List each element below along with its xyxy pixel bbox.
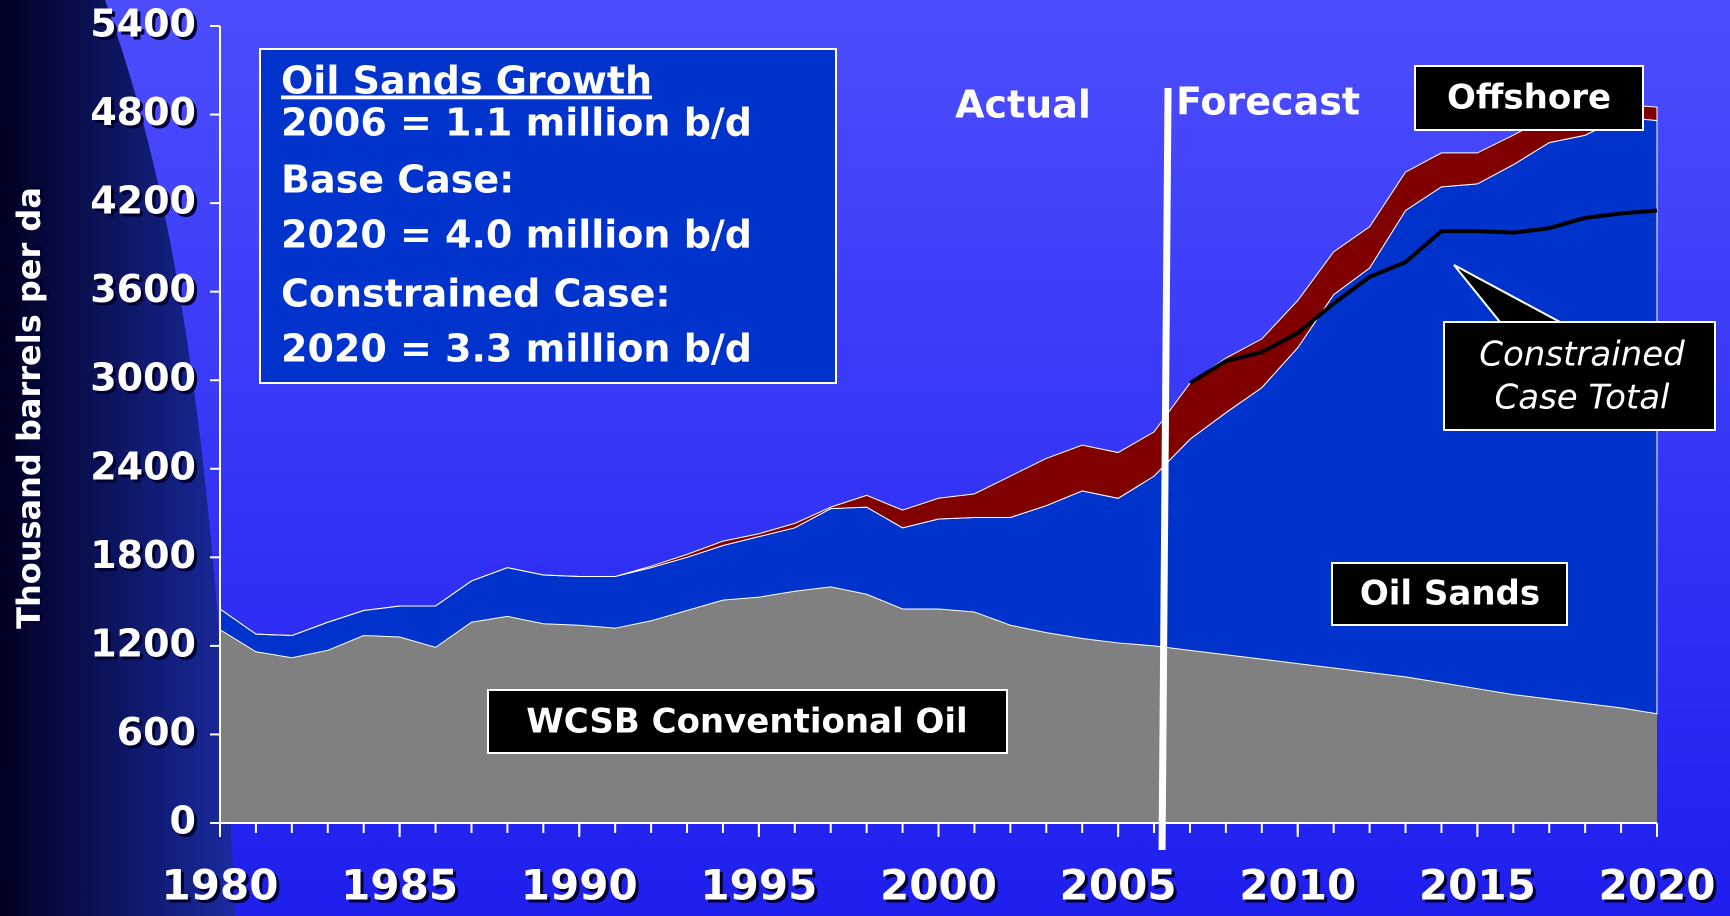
background-band [0,0,235,916]
callout-box [1443,321,1716,431]
x-tick-label: 1985 [341,861,458,910]
x-tick-label: 2010 [1239,861,1356,910]
legend-box [487,689,1008,754]
y-tick-label: 2400 [90,444,196,488]
callout-text: Case Total [1495,378,1671,418]
textbox-line: 2006 = 1.1 million b/d [281,101,752,145]
y-tick-label: 1800 [90,533,196,577]
textbox-line: 2020 = 4.0 million b/d [281,213,752,257]
textbox-line: Constrained Case: [281,272,671,316]
x-tick-label: 1990 [521,861,638,910]
textbox-line: 2020 = 3.3 million b/d [281,327,752,371]
x-tick-label: 2020 [1599,861,1716,910]
textbox-title: Oil Sands Growth [281,59,652,103]
area [219,103,1658,637]
divider [1158,87,1172,851]
textbox [259,48,837,384]
y-axis-label: Thousand barrels per da [10,187,48,629]
y-tick-label: 600 [117,710,196,754]
y-tick-label: 3000 [90,356,196,400]
y-tick-label: 3600 [90,267,196,311]
x-tick-label: 1980 [162,861,279,910]
x-tick-label: 1995 [700,861,817,910]
x-tick-label: 2015 [1419,861,1536,910]
legend-box [1331,562,1568,626]
series-label: WCSB Conventional Oil [526,702,967,742]
y-tick-label: 4200 [90,179,196,223]
series-label: Oil Sands [1360,574,1540,614]
textbox-line: Base Case: [281,158,514,202]
legend-box [1414,65,1644,131]
line [1188,208,1658,385]
x-tick-label: 2005 [1060,861,1177,910]
callout-text: Constrained [1479,335,1685,375]
x-tick-label: 2000 [880,861,997,910]
y-tick-label: 0 [170,799,196,843]
y-tick-label: 4800 [90,90,196,134]
y-tick-label: 5400 [90,2,196,46]
y-tick-label: 1200 [90,621,196,665]
series-label: Offshore [1447,78,1611,118]
annotation: Forecast [1176,80,1360,124]
annotation: Actual [955,83,1091,127]
